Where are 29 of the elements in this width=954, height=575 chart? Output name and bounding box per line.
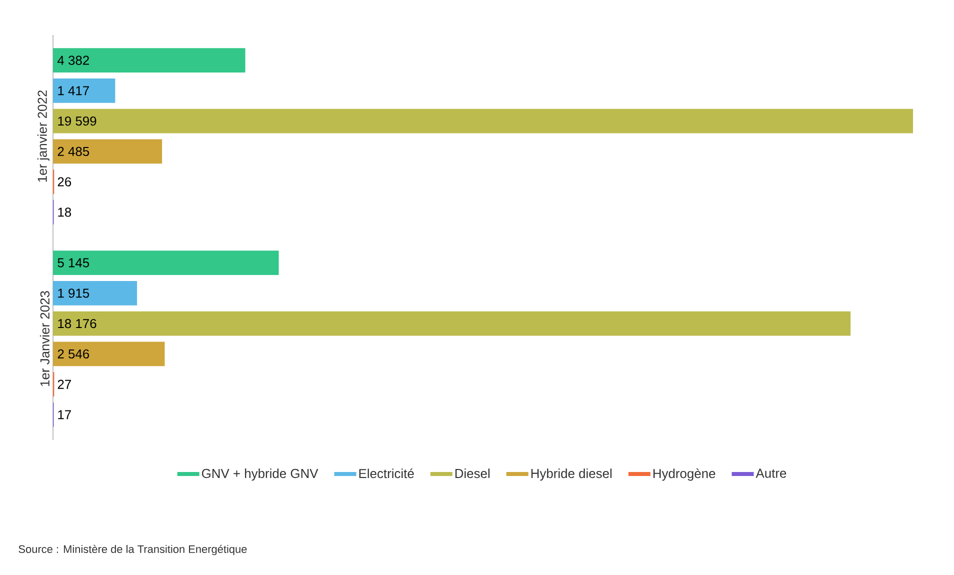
- bar: [53, 281, 138, 306]
- bar: [53, 311, 851, 336]
- legend-label: Hydrogène: [653, 468, 716, 481]
- data-label: 1 915: [58, 288, 90, 298]
- bar: [53, 342, 165, 366]
- data-label: 27: [58, 380, 71, 389]
- bar: [53, 250, 279, 275]
- data-label: 5 145: [58, 258, 90, 268]
- legend-label: GNV + hybride GNV: [202, 468, 318, 481]
- data-label: 4 382: [57, 56, 89, 65]
- data-label: 18: [58, 208, 72, 217]
- bar: [53, 108, 914, 134]
- data-label: 1 417: [58, 86, 89, 96]
- data-label: 2 546: [58, 349, 90, 359]
- legend-label: Autre: [756, 468, 786, 478]
- bar: [53, 48, 246, 72]
- data-label: 2 485: [58, 146, 90, 156]
- data-label: 18 176: [58, 318, 96, 328]
- source-note: Source : Ministère de la Transition Energétique: [18, 544, 247, 556]
- legend-label: Hybride diesel: [531, 468, 612, 481]
- bar: [53, 78, 116, 103]
- bar: [53, 139, 162, 164]
- data-label: 26: [58, 177, 72, 186]
- legend-label: Electricité: [359, 468, 414, 478]
- y-tick-label: 1er janvier 2022: [37, 90, 50, 182]
- y-tick-label: 1er Janvier 2023: [40, 291, 50, 386]
- legend-label: Diesel: [455, 468, 490, 478]
- data-label: 17: [58, 410, 71, 420]
- data-label: 19 599: [58, 116, 96, 126]
